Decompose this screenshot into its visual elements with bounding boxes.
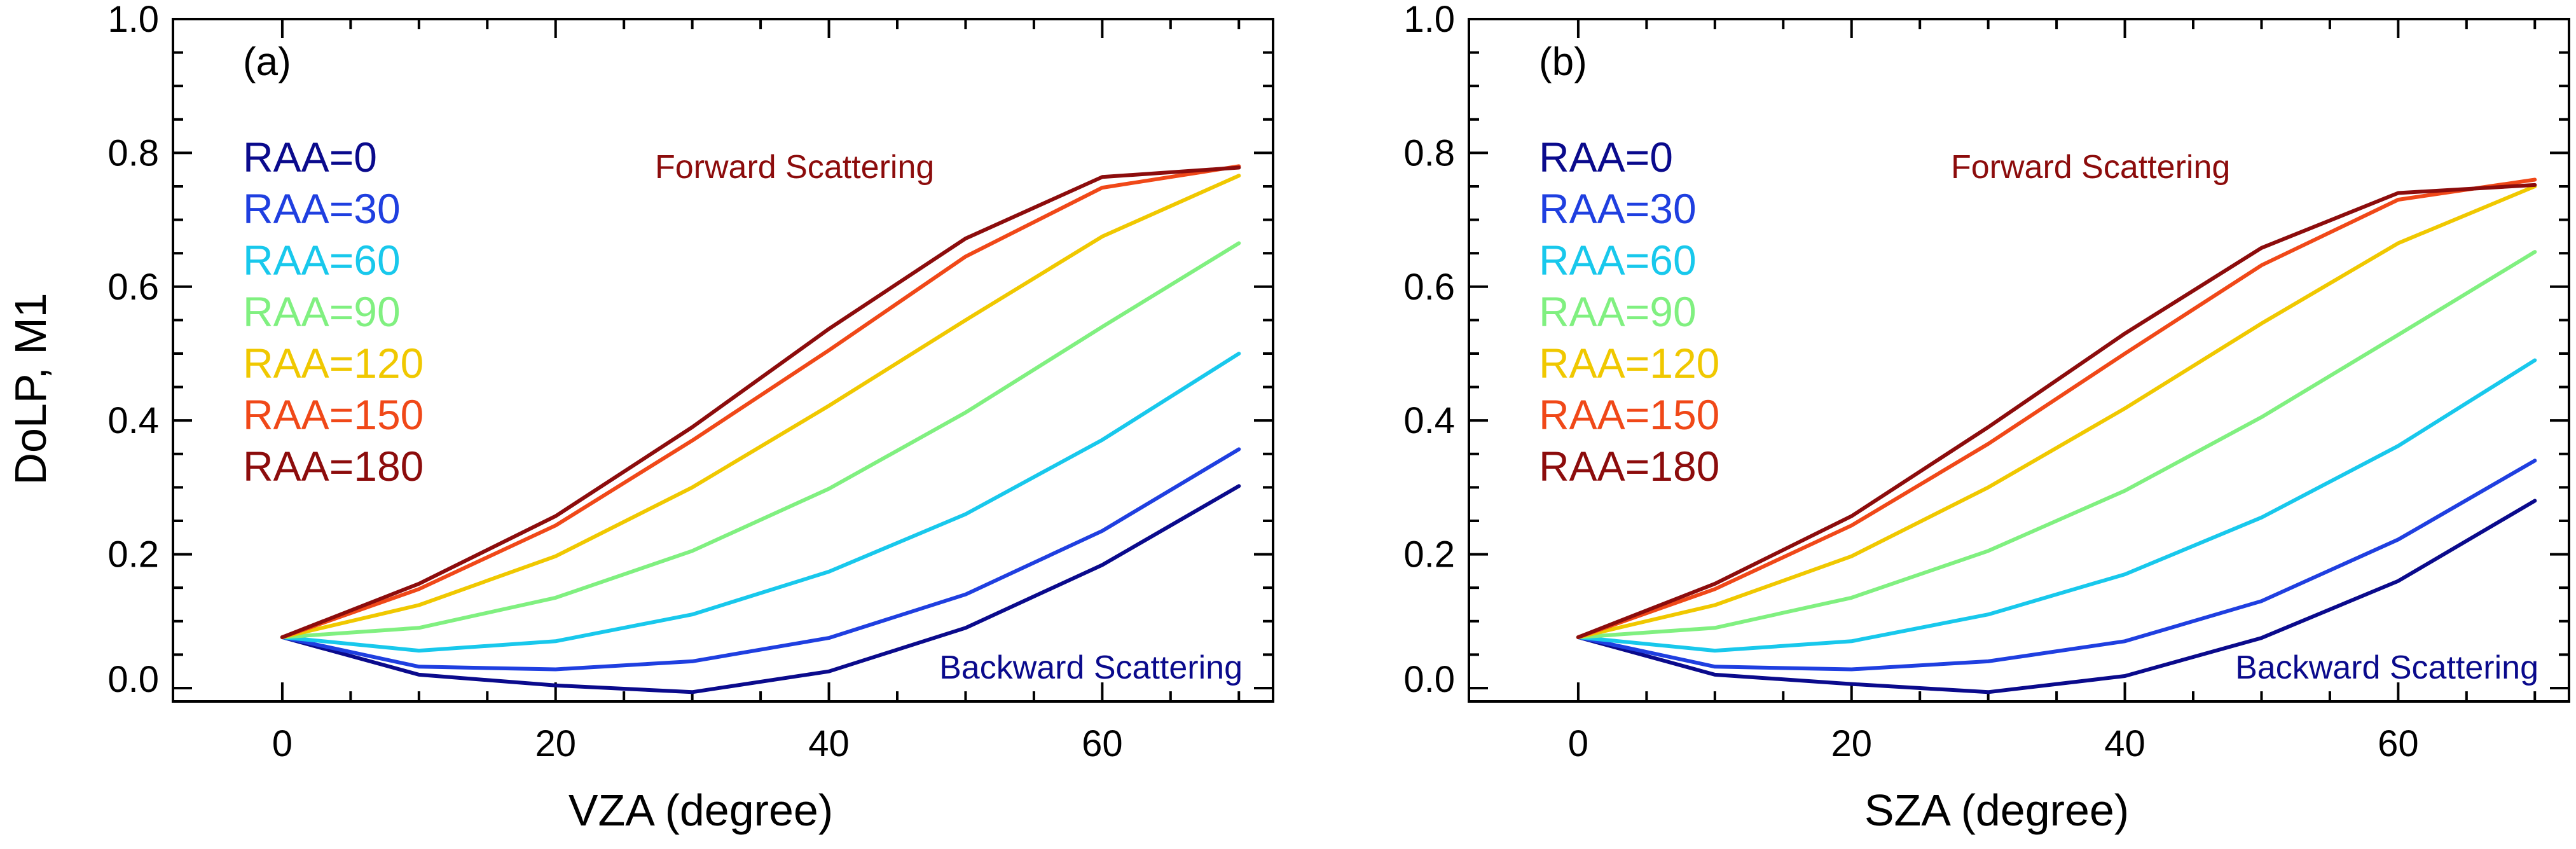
legend-entry: RAA=60 — [1539, 237, 1697, 284]
x-tick-label: 40 — [808, 723, 850, 764]
series-line-raa-30 — [1576, 459, 2537, 672]
legend-entry: RAA=150 — [243, 391, 424, 438]
y-tick-label: 0.4 — [1403, 400, 1455, 441]
series-line-raa-120 — [280, 174, 1241, 639]
legend-entry: RAA=90 — [1539, 288, 1697, 335]
x-axis-title: VZA (degree) — [568, 785, 833, 835]
series-line-raa-0 — [1576, 499, 2537, 694]
panel-label: (b) — [1539, 40, 1587, 84]
series-line-raa-90 — [1576, 250, 2537, 639]
x-tick-label: 20 — [1831, 723, 1872, 764]
y-tick-label: 0.0 — [1403, 659, 1455, 700]
y-axis-title: DoLP, M1 — [6, 293, 55, 485]
y-tick-label: 0.6 — [107, 266, 159, 308]
y-tick-label: 0.6 — [1403, 266, 1455, 308]
x-tick-label: 40 — [2104, 723, 2146, 764]
panel-b: 0 20 40 60 0.0 0.2 0.4 0.6 0.8 1.0 SZA (degree) (b)… — [1403, 0, 2570, 835]
x-tick-label: 60 — [1082, 723, 1123, 764]
plot-frame — [1468, 18, 2570, 703]
annotation-forward-scattering: Forward Scattering — [1951, 149, 2230, 186]
series-line-raa-90 — [280, 241, 1241, 639]
y-tick-label: 0.8 — [107, 132, 159, 174]
annotation-forward-scattering: Forward Scattering — [655, 149, 934, 186]
series-line-raa-180 — [280, 165, 1241, 639]
plot-frame — [172, 18, 1274, 703]
y-tick-label: 0.2 — [1403, 534, 1455, 576]
x-tick-label: 20 — [535, 723, 576, 764]
series-line-raa-30 — [280, 447, 1241, 672]
legend-entry: RAA=60 — [243, 237, 401, 284]
y-tick-label: 0.4 — [107, 400, 159, 441]
legend-entry: RAA=180 — [1539, 443, 1719, 490]
legend-entry: RAA=30 — [1539, 185, 1697, 232]
series-line-raa-150 — [1576, 177, 2537, 639]
annotation-backward-scattering: Backward Scattering — [2235, 649, 2538, 686]
x-axis-title: SZA (degree) — [1864, 785, 2129, 835]
x-tick-label: 0 — [272, 723, 293, 764]
annotation-backward-scattering: Backward Scattering — [939, 649, 1243, 686]
series-line-raa-120 — [1576, 184, 2537, 639]
series-line-raa-180 — [1576, 183, 2537, 639]
legend-entry: RAA=180 — [243, 443, 424, 490]
y-tick-label: 1.0 — [107, 0, 159, 40]
legend-entry: RAA=90 — [243, 288, 401, 335]
legend-entry: RAA=30 — [243, 185, 401, 232]
y-tick-label: 1.0 — [1403, 0, 1455, 40]
y-tick-label: 0.2 — [107, 534, 159, 576]
y-tick-label: 0.0 — [107, 659, 159, 700]
legend-entry: RAA=120 — [1539, 340, 1719, 387]
y-tick-label: 0.8 — [1403, 132, 1455, 174]
series-line-raa-150 — [280, 164, 1241, 639]
legend-entry: RAA=0 — [243, 134, 377, 181]
legend-entry: RAA=120 — [243, 340, 424, 387]
series-line-raa-60 — [1576, 358, 2537, 653]
legend-entry: RAA=150 — [1539, 391, 1719, 438]
x-tick-label: 0 — [1568, 723, 1588, 764]
x-tick-label: 60 — [2378, 723, 2419, 764]
series-line-raa-0 — [280, 484, 1241, 694]
panel-a: 0 20 40 60 0.0 0.2 0.4 0.6 0.8 1.0 VZA (degree) DoL… — [6, 0, 1274, 835]
panel-label: (a) — [243, 40, 291, 84]
legend-entry: RAA=0 — [1539, 134, 1673, 181]
series-line-raa-60 — [280, 352, 1241, 653]
